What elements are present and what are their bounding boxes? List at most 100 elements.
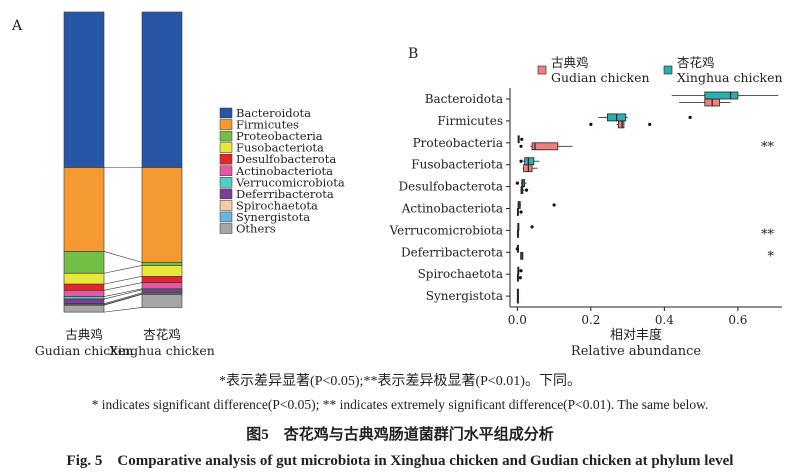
outlier-point [524, 188, 529, 192]
x-tick-label: 0.2 [581, 313, 600, 327]
legend-swatch-actinobacteriota [219, 165, 233, 176]
y-tick-label-deferribacterota: Deferribacterota [401, 245, 503, 259]
outlier-point [589, 122, 593, 126]
outlier-point [520, 137, 524, 141]
significance-marker: * [768, 249, 775, 264]
outlier-point [519, 144, 523, 148]
legend-swatch-proteobacteria [219, 130, 233, 142]
legend-swatch-spirochaetota [219, 200, 233, 211]
legend-label-deferribacterota: Deferribacterota [236, 187, 334, 201]
legend-label-actinobacteriota: Actinobacteriota [235, 164, 333, 178]
x-tick-label-cn: 杏花鸡 [143, 327, 181, 342]
legend-label-cn: 古典鸡 [551, 55, 589, 70]
box-xinghua-chicken-bacteroidota [704, 91, 739, 100]
legend-swatch-verrucomicrobiota [219, 177, 233, 188]
outlier-point [519, 159, 523, 163]
legend-swatch-desulfobacterota [219, 153, 233, 165]
connector-line [103, 282, 143, 291]
legend-label-en: Gudian chicken [551, 70, 650, 85]
bar-segment-bacteroidota-1 [63, 11, 105, 168]
outlier-point [648, 122, 652, 126]
outlier-point [519, 210, 523, 214]
legend-swatch-synergistota [219, 211, 233, 223]
bar-segment-verrucomicrobiota-1 [63, 296, 105, 300]
legend-label-spirochaetota: Spirochaetota [236, 198, 318, 212]
y-tick-label-verrucomicrobiota: Verrucomicrobiota [389, 223, 503, 237]
panel-a-label: A [11, 18, 23, 34]
x-tick-label-en: Xinghua chicken [109, 343, 215, 358]
connector-line [103, 292, 143, 305]
box-gudian-chicken-firmicutes [618, 120, 625, 129]
outlier-point [518, 276, 522, 280]
bar-segment-fusobacteriota-2 [141, 265, 183, 277]
x-axis-title-cn: 相对丰度 [610, 327, 662, 343]
bar-segment-deferribacterota-1 [63, 298, 105, 305]
y-tick-label-synergistota: Synergistota [426, 289, 503, 303]
y-tick-label-firmicutes: Firmicutes [437, 114, 503, 128]
box-gudian-chicken-proteobacteria [531, 142, 559, 151]
legend-label-desulfobacterota: Desulfobacterota [236, 152, 336, 166]
bar-segment-actinobacteriota-2 [141, 282, 183, 290]
legend-label-bacteroidota: Bacteroidota [236, 106, 311, 120]
bar-segment-proteobacteria-1 [63, 251, 105, 274]
legend-swatch-deferribacterota [219, 188, 233, 200]
legend-swatch-gudian-chicken [537, 65, 547, 75]
box-xinghua-chicken-fusobacteriota [524, 157, 535, 166]
legend-swatch-bacteroidota [219, 107, 233, 119]
bar-segment-desulfobacterota-2 [141, 276, 183, 283]
connector-line [103, 276, 143, 285]
legend-swatch-fusobacteriota [219, 142, 233, 153]
x-tick-label: 0.4 [655, 313, 674, 327]
legend-label-cn: 杏花鸡 [677, 55, 715, 70]
y-tick-label-fusobacteriota: Fusobacteriota [411, 158, 503, 172]
legend-swatch-others [219, 223, 233, 234]
connector-line [103, 251, 143, 263]
caption-note-en: * indicates significant difference(P<0.0… [91, 397, 709, 412]
legend-swatch-firmicutes [219, 119, 233, 130]
y-tick-label-bacteroidota: Bacteroidota [425, 92, 503, 106]
connector-line [103, 289, 143, 300]
outlier-point [688, 115, 692, 119]
legend-label-synergistota: Synergistota [236, 210, 310, 224]
y-tick-label-spirochaetota: Spirochaetota [418, 267, 503, 281]
connector-line [103, 288, 143, 297]
legend-label-fusobacteriota: Fusobacteriota [236, 141, 324, 155]
bar-segment-desulfobacterota-1 [63, 283, 105, 291]
legend-label-proteobacteria: Proteobacteria [236, 129, 323, 143]
caption-title-en: Fig. 5 Comparative analysis of gut micro… [66, 453, 734, 469]
bar-segment-firmicutes-2 [141, 167, 183, 263]
x-axis-title-en: Relative abundance [571, 344, 701, 359]
outlier-point [515, 247, 519, 251]
connector-line [103, 307, 143, 313]
outlier-point [519, 269, 523, 273]
outlier-point [552, 203, 556, 207]
bar-segment-others-1 [63, 304, 105, 313]
x-tick-label-cn: 古典鸡 [65, 327, 103, 342]
caption-title-cn: 图5 杏花鸡与古典鸡肠道菌群门水平组成分析 [246, 427, 554, 443]
x-tick-label: 0.0 [508, 313, 527, 327]
outlier-point [515, 181, 519, 185]
significance-marker: ** [761, 227, 775, 242]
legend-label-others: Others [236, 222, 276, 236]
y-tick-label-desulfobacterota: Desulfobacterota [398, 180, 503, 194]
significance-marker: ** [761, 140, 775, 155]
bar-segment-others-2 [141, 294, 183, 308]
x-tick-label-en: Gudian chicken [35, 343, 134, 358]
connector-line [103, 294, 143, 306]
connector-line [103, 265, 143, 274]
y-tick-label-proteobacteria: Proteobacteria [413, 136, 503, 150]
outlier-point [530, 225, 534, 229]
legend-label-firmicutes: Firmicutes [236, 118, 299, 132]
x-tick-label: 0.6 [728, 313, 747, 327]
bar-segment-actinobacteriota-1 [63, 290, 105, 297]
bar-segment-proteobacteria-2 [141, 262, 183, 266]
legend-label-en: Xinghua chicken [677, 70, 783, 85]
caption-note-cn: *表示差异显著(P<0.05);**表示差异极显著(P<0.01)。下同。 [219, 374, 581, 389]
bar-segment-fusobacteriota-1 [63, 272, 105, 285]
connector-line [103, 293, 143, 305]
panel-b-label: B [408, 46, 418, 62]
bar-segment-bacteroidota-2 [141, 11, 183, 168]
